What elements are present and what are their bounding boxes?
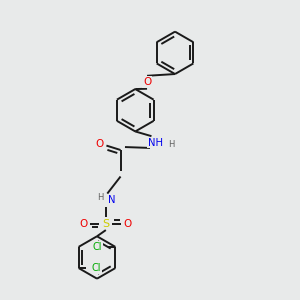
Text: N: N	[108, 195, 116, 205]
Text: O: O	[96, 139, 104, 149]
Text: O: O	[143, 77, 151, 87]
Text: Cl: Cl	[92, 263, 101, 273]
Text: H: H	[168, 140, 175, 148]
Text: H: H	[97, 193, 104, 202]
Text: S: S	[102, 219, 110, 229]
Text: Cl: Cl	[93, 242, 102, 252]
Text: O: O	[124, 219, 132, 229]
Text: NH: NH	[148, 138, 163, 148]
Text: O: O	[80, 219, 88, 229]
